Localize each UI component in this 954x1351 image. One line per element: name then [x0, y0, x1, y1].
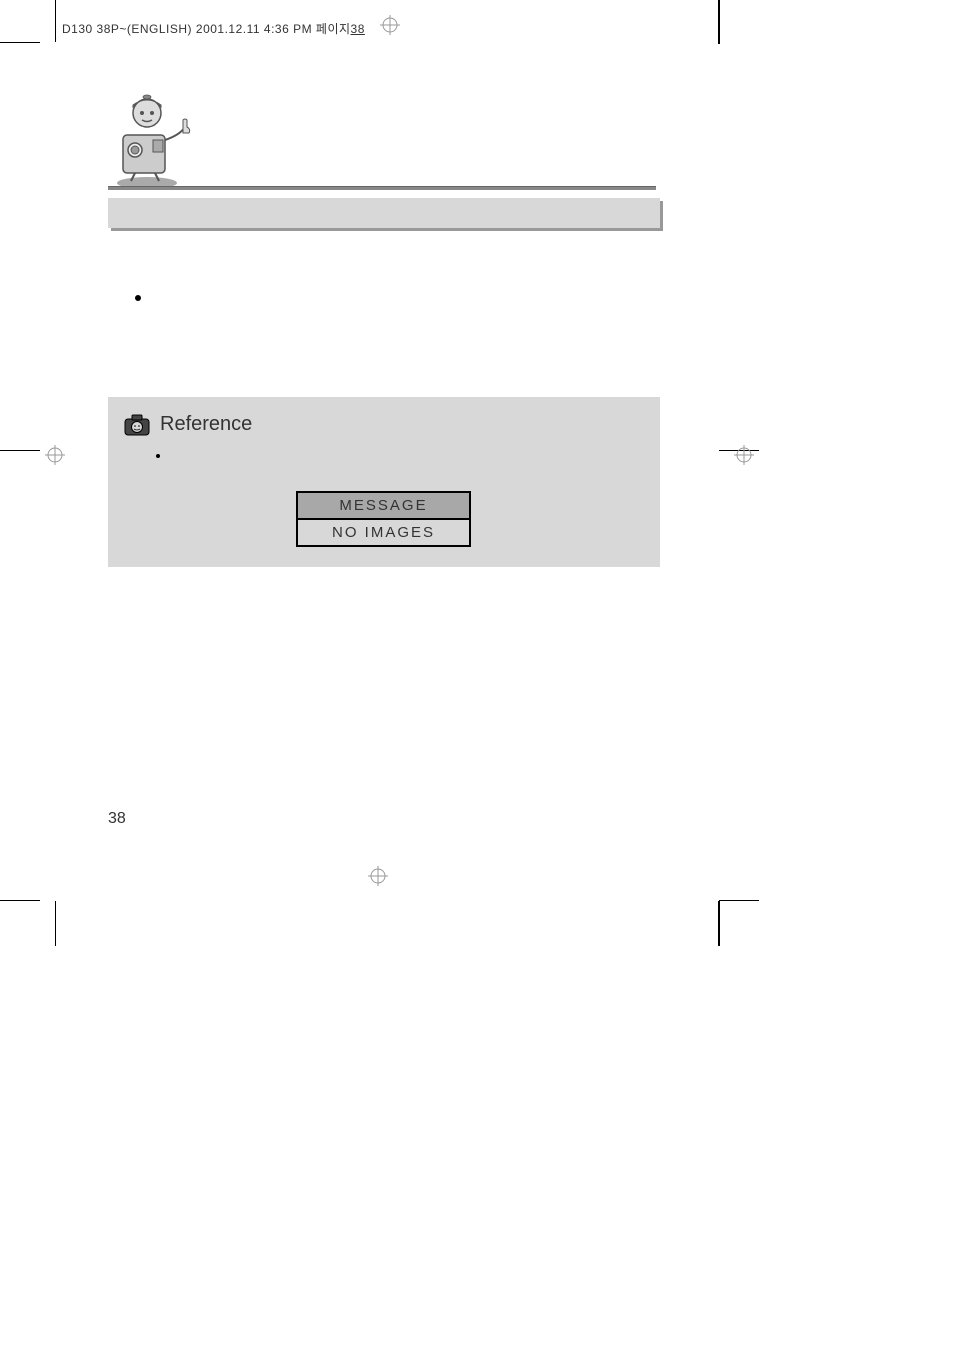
camera-icon	[124, 414, 150, 436]
mascot-icon	[105, 85, 200, 190]
bullet-icon	[135, 295, 141, 301]
crop-mark	[55, 0, 56, 42]
crop-mark	[0, 900, 40, 901]
doc-info-text: D130 38P~(ENGLISH) 2001.12.11 4:36 PM 페이…	[62, 22, 351, 36]
reference-header: Reference	[124, 413, 252, 436]
registration-mark-icon	[45, 445, 65, 465]
header-doc-info: D130 38P~(ENGLISH) 2001.12.11 4:36 PM 페이…	[62, 20, 365, 37]
crop-mark	[55, 901, 56, 946]
page-number: 38	[108, 810, 126, 828]
reference-box: Reference MESSAGE NO IMAGES	[108, 397, 660, 567]
reference-label: Reference	[160, 413, 252, 436]
registration-mark-icon	[368, 866, 388, 886]
crop-mark	[0, 450, 40, 451]
bullet-icon	[156, 454, 160, 458]
section-divider	[108, 186, 656, 190]
message-table: MESSAGE NO IMAGES	[296, 491, 471, 547]
crop-mark	[0, 42, 40, 43]
crop-mark	[719, 900, 759, 901]
crop-mark	[718, 0, 720, 44]
table-cell: NO IMAGES	[297, 519, 470, 546]
registration-mark-icon	[380, 15, 400, 35]
registration-mark-icon	[734, 445, 754, 465]
title-box	[108, 198, 660, 228]
crop-mark	[718, 901, 720, 946]
table-header-cell: MESSAGE	[297, 492, 470, 519]
doc-page-ref: 38	[351, 22, 365, 36]
